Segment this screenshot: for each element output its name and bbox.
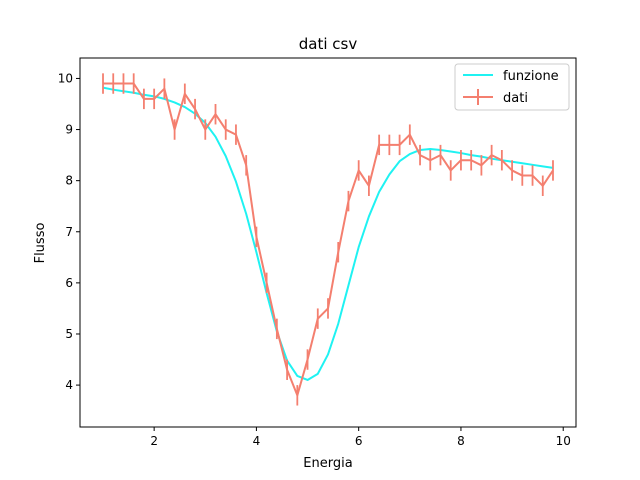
x-tick-label-3: 8 bbox=[457, 434, 465, 448]
chart-title: dati csv bbox=[299, 35, 358, 53]
x-axis: 2 4 6 8 10 bbox=[150, 427, 571, 448]
x-axis-label: Energia bbox=[303, 456, 352, 471]
legend-label-funzione: funzione bbox=[503, 69, 559, 84]
y-tick-label-5: 9 bbox=[65, 123, 73, 137]
y-tick-label-3: 7 bbox=[65, 225, 73, 239]
y-tick-label-1: 5 bbox=[65, 327, 73, 341]
series-line-dati bbox=[103, 82, 554, 397]
x-tick-label-0: 2 bbox=[150, 434, 158, 448]
x-tick-label-4: 10 bbox=[556, 434, 571, 448]
x-tick-label-2: 6 bbox=[355, 434, 363, 448]
legend: funzione dati bbox=[454, 63, 570, 111]
x-tick-label-1: 4 bbox=[253, 434, 261, 448]
series-line-funzione bbox=[102, 86, 554, 381]
y-tick-label-4: 8 bbox=[65, 174, 73, 188]
y-tick-label-6: 10 bbox=[58, 71, 73, 85]
y-tick-label-0: 4 bbox=[65, 378, 73, 392]
y-axis: 4 5 6 7 8 9 10 bbox=[58, 71, 80, 392]
series-layer bbox=[102, 73, 554, 406]
y-tick-label-2: 6 bbox=[65, 276, 73, 290]
axes-frame bbox=[79, 57, 577, 428]
legend-label-dati: dati bbox=[503, 91, 528, 106]
y-axis-label: Flusso bbox=[33, 223, 48, 264]
